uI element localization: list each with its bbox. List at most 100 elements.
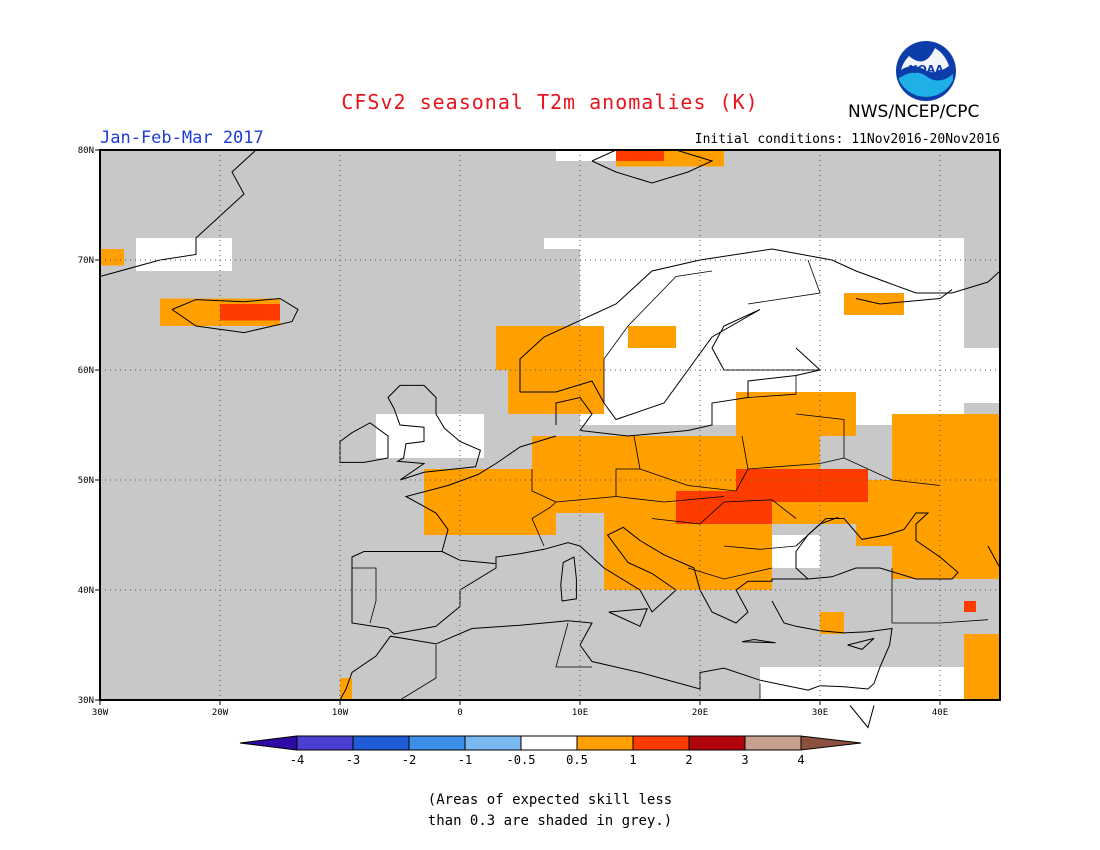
colorbar-swatch [296, 735, 354, 751]
lat-tick-label: 80N [78, 146, 94, 156]
colorbar-swatch [352, 735, 410, 751]
country-border [891, 568, 989, 624]
coastline [849, 705, 875, 729]
lat-tick-label: 40N [78, 586, 94, 596]
map-plot: 80N 70N 60N 50N 40N 30N 30W 20W 10W 0 10E 20E 30E 40… [78, 146, 1001, 729]
note-line-1: (Areas of expected skill less [427, 792, 673, 808]
country-border [639, 435, 749, 492]
map-title: CFSv2 seasonal T2m anomalies (K) [341, 90, 759, 114]
map-frame [99, 149, 1001, 701]
anomaly-cell [544, 238, 640, 249]
country-border [747, 259, 821, 305]
country-border [747, 375, 797, 398]
coastline [771, 600, 893, 691]
lon-tick-label: 10W [332, 708, 349, 718]
colorbar-swatch [632, 735, 690, 751]
coastline [555, 369, 821, 437]
anomaly-cell [424, 469, 556, 535]
country-border [352, 567, 377, 624]
colorbar-left-arrow [239, 735, 298, 751]
country-border [555, 622, 592, 668]
country-border [687, 567, 773, 580]
coastline [987, 545, 1001, 569]
anomaly-cell [760, 667, 1000, 700]
colorbar-label: -0.5 [507, 753, 536, 767]
anomaly-cell [628, 326, 676, 348]
country-border [795, 413, 845, 458]
noaa-logo: NOAA [896, 41, 956, 101]
note-line-2: than 0.3 are shaded in grey.) [427, 813, 673, 829]
anomaly-cell [604, 513, 772, 590]
lat-tick-label: 60N [78, 366, 94, 376]
lon-tick-label: 20E [692, 708, 708, 718]
coastline [847, 637, 875, 650]
coastline [519, 248, 1001, 392]
agency-label: NWS/NCEP/CPC [848, 102, 980, 122]
coastline [339, 422, 389, 463]
colorbar-swatch [576, 735, 634, 751]
lon-tick-label: 10E [572, 708, 588, 718]
latitude-ticks: 80N 70N 60N 50N 40N 30N [78, 146, 100, 706]
colorbar-swatch [520, 735, 578, 751]
lon-tick-label: 20W [212, 708, 229, 718]
logo-text: NOAA [908, 63, 944, 76]
lat-tick-label: 30N [78, 696, 94, 706]
anomaly-cell [820, 612, 844, 634]
season-label: Jan-Feb-Mar 2017 [100, 128, 264, 148]
colorbar-swatch [464, 735, 522, 751]
anomaly-cell [616, 150, 664, 161]
longitude-ticks: 30W 20W 10W 0 10E 20E 30E 40E [92, 700, 948, 718]
country-border [723, 545, 797, 550]
coastline [741, 638, 776, 644]
lat-tick-label: 50N [78, 476, 94, 486]
colorbar: -4 -3 -2 -1 -0.5 0.5 1 2 3 4 [239, 735, 862, 767]
anomaly-cell [220, 304, 280, 321]
coastline [99, 149, 257, 277]
colorbar-right-arrow [800, 735, 862, 751]
lon-tick-label: 40E [932, 708, 948, 718]
colorbar-swatch [688, 735, 746, 751]
colorbar-swatch [408, 735, 466, 751]
country-border [603, 270, 713, 403]
lon-tick-label: 30E [812, 708, 828, 718]
anomaly-cell [496, 326, 604, 370]
anomaly-cell [136, 238, 232, 271]
coastline [387, 384, 482, 481]
lon-tick-label: 30W [92, 708, 109, 718]
lon-tick-label: 0 [457, 708, 462, 718]
colorbar-swatch [744, 735, 802, 751]
colorbar-label: 1 [629, 753, 636, 767]
colorbar-label: 2 [685, 753, 692, 767]
colorbar-label: 3 [741, 753, 748, 767]
coastline [795, 516, 839, 547]
coastlines [99, 149, 1001, 729]
country-border [399, 645, 437, 701]
country-border [651, 499, 797, 525]
lat-tick-label: 70N [78, 256, 94, 266]
coastline [608, 608, 648, 627]
colorbar-label: 4 [797, 753, 804, 767]
colorbar-label: 0.5 [566, 753, 588, 767]
colorbar-label: -4 [290, 753, 304, 767]
anomaly-cell [100, 249, 124, 266]
anomaly-cell [376, 414, 484, 458]
colorbar-label: -1 [458, 753, 472, 767]
anomaly-cell [940, 348, 1000, 403]
coastline [339, 620, 809, 701]
coastline [560, 556, 577, 602]
coastline [351, 435, 959, 635]
colorbar-label: -2 [402, 753, 416, 767]
anomaly-cell [676, 491, 772, 524]
anomaly-cell [772, 502, 856, 524]
anomaly-cell [964, 634, 1000, 700]
initial-conditions-label: Initial conditions: 11Nov2016-20Nov2016 [694, 132, 1000, 147]
anomaly-cell [844, 293, 904, 315]
anomaly-cell [964, 601, 976, 612]
country-border [531, 469, 557, 547]
country-border [615, 496, 725, 503]
coastline [855, 289, 953, 305]
graticule [100, 150, 1000, 700]
coastline [171, 297, 299, 334]
colorbar-label: -3 [346, 753, 360, 767]
